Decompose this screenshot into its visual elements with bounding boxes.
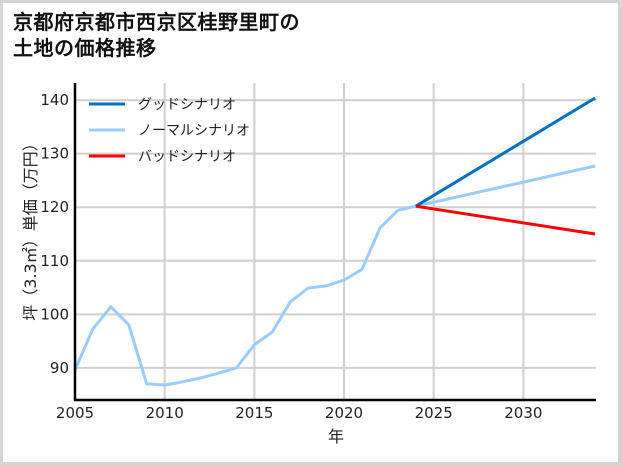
x-tick-label: 2015 (235, 404, 273, 422)
chart-title-line1: 京都府京都市西京区桂野里町の (13, 10, 300, 34)
x-tick-label: 2010 (146, 404, 184, 422)
y-tick-label: 140 (40, 91, 69, 109)
x-tick-label: 2030 (504, 404, 542, 422)
legend-label: バッドシナリオ (138, 149, 236, 165)
x-axis-label: 年 (328, 427, 344, 446)
y-tick-label: 90 (50, 359, 69, 377)
y-tick-label: 130 (40, 145, 69, 163)
series-line (415, 204, 596, 236)
legend-label: グッドシナリオ (138, 97, 236, 113)
y-tick-label: 110 (40, 252, 69, 270)
tick-labels: 2005 2010 2015 2020 2025 2030 90 100 110 120 130 14… (40, 91, 542, 422)
y-tick-label: 120 (40, 198, 69, 216)
legend-label: ノーマルシナリオ (138, 123, 250, 139)
chart-title: 京都府京都市西京区桂野里町の 土地の価格推移 (13, 9, 300, 61)
chart-title-line2: 土地の価格推移 (13, 36, 157, 60)
series-line (73, 164, 596, 387)
x-tick-label: 2005 (56, 404, 94, 422)
axes (73, 83, 596, 402)
x-tick-label: 2020 (325, 404, 363, 422)
series-lines (73, 96, 596, 387)
y-tick-label: 100 (40, 305, 69, 323)
y-axis-label: 坪（3.3㎡）単価（万円） (21, 135, 40, 320)
series-line (415, 96, 596, 208)
x-tick-label: 2025 (415, 404, 453, 422)
